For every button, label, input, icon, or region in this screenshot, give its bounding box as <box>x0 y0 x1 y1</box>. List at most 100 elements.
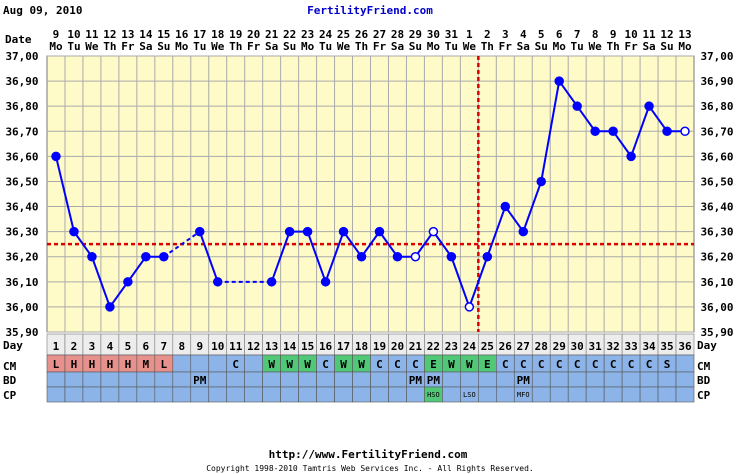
cp-cell <box>46 386 66 403</box>
bd-cell <box>118 371 138 388</box>
cm-cell <box>244 354 263 373</box>
date-label: 11 <box>642 28 656 41</box>
day-number: 33 <box>624 340 637 353</box>
temp-point <box>680 126 690 137</box>
day-number: 8 <box>178 340 185 353</box>
cm-value: W <box>268 358 275 371</box>
cm-cell <box>172 354 192 373</box>
temp-segment <box>576 105 596 132</box>
bd-cell <box>64 371 84 388</box>
weekday-label: Su <box>535 40 548 53</box>
cp-cell <box>675 386 695 403</box>
cm-value: C <box>592 358 599 371</box>
cp-cell <box>280 386 299 403</box>
y-tick-left: 36,90 <box>5 75 38 88</box>
cm-value: W <box>340 358 347 371</box>
cp-cell <box>603 386 623 403</box>
temp-point <box>554 76 564 86</box>
cp-cell <box>442 386 461 403</box>
weekday-label: Tu <box>193 40 206 53</box>
cp-row-label-left: CP <box>3 389 17 402</box>
temp-point <box>464 302 475 312</box>
cm-value: E <box>430 358 437 371</box>
bd-cell <box>280 371 299 388</box>
temp-segment <box>450 256 471 308</box>
date-label: 26 <box>355 28 369 41</box>
bd-cell <box>621 371 641 388</box>
site-name[interactable]: FertilityFriend.com <box>307 4 433 17</box>
weekday-label: Mo <box>301 40 315 53</box>
bd-cell <box>531 371 551 388</box>
weekday-label: Sa <box>517 40 530 53</box>
cm-value: H <box>71 358 78 371</box>
cm-value: W <box>304 358 311 371</box>
temp-segment <box>612 130 632 157</box>
cm-value: C <box>574 358 581 371</box>
day-number: 1 <box>53 340 60 353</box>
weekday-label: Su <box>283 40 296 53</box>
footer-url[interactable]: http://www.FertilityFriend.com <box>269 448 468 461</box>
cm-row-label-right: CM <box>697 360 711 373</box>
cm-value: C <box>538 358 545 371</box>
temp-point <box>572 101 582 111</box>
y-tick-right: 37,00 <box>700 50 733 63</box>
date-label: 30 <box>427 28 440 41</box>
y-tick-right: 36,60 <box>700 150 733 163</box>
weekday-label: Th <box>481 40 494 53</box>
temp-point <box>212 277 223 287</box>
cm-value: W <box>466 358 473 371</box>
temp-point <box>500 201 511 212</box>
date-label: 10 <box>67 28 80 41</box>
y-tick-left: 36,80 <box>5 100 38 113</box>
weekday-label: Fr <box>624 40 638 53</box>
day-number: 18 <box>355 340 368 353</box>
weekday-label: Mo <box>553 40 567 53</box>
cm-value: C <box>394 358 401 371</box>
bd-cell <box>585 371 605 388</box>
plot-area: 37,00 37,00 36,90 36,90 36,80 36,80 36,70 36,70… <box>5 28 734 403</box>
date-label: 9 <box>610 28 617 41</box>
cm-value: C <box>232 358 239 371</box>
date-label: 8 <box>592 28 599 41</box>
bd-cell <box>478 371 497 388</box>
temp-point <box>356 251 367 262</box>
date-label: 2 <box>484 28 491 41</box>
cp-cell <box>352 386 371 403</box>
cp-cell <box>370 386 389 403</box>
day-number: 15 <box>301 340 314 353</box>
y-tick-left: 35,90 <box>5 326 38 339</box>
date-label: 5 <box>538 28 545 41</box>
temp-segment <box>468 256 489 308</box>
temp-segment <box>414 231 435 258</box>
weekday-label: Su <box>409 40 422 53</box>
bd-row-label-left: BD <box>3 374 17 387</box>
day-number: 35 <box>660 340 673 353</box>
date-label: 17 <box>193 28 206 41</box>
bd-cell <box>82 371 102 388</box>
bd-value: PM <box>409 374 423 387</box>
cm-value: C <box>628 358 635 371</box>
day-number: 2 <box>71 340 78 353</box>
temp-point <box>141 251 151 262</box>
cp-cell <box>657 386 677 403</box>
bd-cell <box>370 371 389 388</box>
y-tick-right: 36,50 <box>700 175 733 188</box>
cm-value: C <box>610 358 617 371</box>
temp-point <box>608 126 618 137</box>
temp-segment <box>630 105 651 157</box>
cp-value: HSO <box>427 391 440 399</box>
temp-point <box>284 226 295 237</box>
day-number: 16 <box>319 340 333 353</box>
date-label: 22 <box>283 28 296 41</box>
cp-cell <box>208 386 228 403</box>
cm-value: C <box>520 358 527 371</box>
day-number: 9 <box>196 340 203 353</box>
weekday-label: We <box>85 40 99 53</box>
weekday-label: We <box>337 40 351 53</box>
weekday-label: Mo <box>427 40 441 53</box>
temp-segment <box>504 205 525 233</box>
temp-segment <box>270 231 291 283</box>
bd-value: PM <box>193 374 207 387</box>
day-number: 7 <box>161 340 168 353</box>
cm-value: E <box>484 358 491 371</box>
